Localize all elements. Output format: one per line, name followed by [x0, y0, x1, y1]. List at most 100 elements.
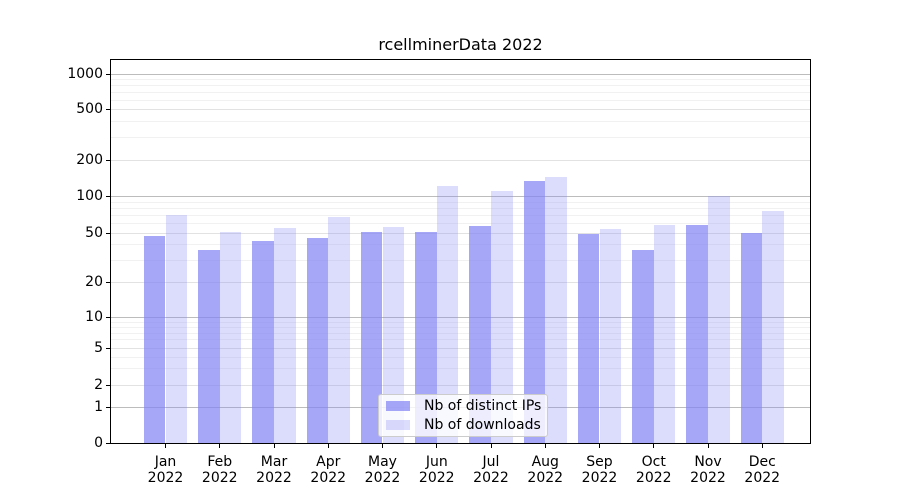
y-tick-mark: [106, 347, 110, 349]
x-tick-label-jun: Jun 2022: [405, 454, 469, 486]
x-tick-label-may: May 2022: [351, 454, 415, 486]
minor-gridline: [111, 244, 810, 246]
y-tick-mark: [106, 281, 110, 283]
bar-downloads-jun: [436, 186, 459, 443]
x-tick-label-aug: Aug 2022: [513, 454, 577, 486]
legend-item-distinct-ips: Nb of distinct IPs: [386, 398, 541, 414]
bar-downloads-aug: [545, 177, 567, 443]
bar-distinct-ips-feb: [198, 250, 220, 443]
x-tick-label-year: 2022: [473, 470, 509, 486]
x-tick-label-month: Sep: [586, 454, 613, 470]
bar-downloads-mar: [274, 227, 296, 443]
minor-gridline: [111, 121, 810, 123]
y-tick-label-500: 500: [76, 101, 103, 117]
x-tick-label-year: 2022: [744, 470, 781, 486]
x-tick-label-year: 2022: [635, 470, 672, 486]
x-tick-mark: [436, 444, 438, 448]
minor-gridline: [111, 207, 810, 209]
x-tick-label-feb: Feb 2022: [188, 454, 252, 486]
y-tick-mark: [106, 443, 110, 444]
bar-distinct-ips-jul: [469, 225, 491, 443]
x-tick-label-year: 2022: [418, 470, 455, 486]
x-tick-mark: [544, 444, 546, 448]
x-tick-label-month: Aug: [531, 454, 559, 470]
legend-swatch-downloads: [386, 420, 410, 430]
x-tick-label-dec: Dec 2022: [730, 454, 794, 486]
minor-gridline: [111, 326, 810, 328]
y-tick-mark: [106, 317, 110, 318]
bar-downloads-apr: [328, 217, 350, 443]
y-tick-mark: [106, 196, 110, 197]
x-tick-label-year: 2022: [201, 470, 238, 486]
legend-label-downloads: Nb of downloads: [424, 417, 541, 433]
minor-gridline: [111, 356, 810, 358]
x-tick-label-year: 2022: [690, 470, 726, 486]
x-tick-label-mar: Mar 2022: [242, 454, 306, 486]
gridline-y-10: [111, 317, 810, 318]
x-tick-label-year: 2022: [256, 470, 292, 486]
x-tick-mark: [599, 444, 600, 448]
x-tick-label-month: Jun: [425, 454, 448, 470]
x-tick-label-sep: Sep 2022: [568, 454, 632, 486]
bar-distinct-ips-nov: [686, 224, 708, 443]
x-tick-label-month: Apr: [316, 454, 341, 470]
x-tick-label-month: Jan: [154, 454, 177, 470]
legend-swatch-distinct-ips: [386, 401, 410, 411]
bar-distinct-ips-may: [360, 231, 383, 443]
bar-downloads-dec: [762, 211, 784, 443]
x-tick-mark: [219, 444, 221, 448]
y-tick-mark: [106, 109, 110, 110]
bar-distinct-ips-oct: [632, 250, 654, 443]
y-tick-mark: [106, 385, 110, 386]
bar-downloads-nov: [708, 196, 730, 443]
x-tick-label-oct: Oct 2022: [622, 454, 686, 486]
bar-downloads-jan: [165, 214, 188, 443]
legend-item-downloads: Nb of downloads: [386, 417, 541, 433]
x-tick-mark: [761, 444, 763, 448]
x-tick-label-year: 2022: [147, 470, 184, 486]
x-tick-label-jan: Jan 2022: [134, 454, 198, 486]
bar-distinct-ips-dec: [740, 232, 763, 443]
x-tick-label-nov: Nov 2022: [676, 454, 740, 486]
y-tick-label-2: 2: [94, 377, 103, 393]
gridline-y-2: [111, 385, 810, 386]
minor-gridline: [111, 79, 810, 81]
x-tick-mark: [707, 444, 709, 448]
gridline-y-100: [111, 196, 810, 197]
bar-downloads-sep: [599, 229, 622, 443]
minor-gridline: [111, 259, 810, 261]
x-tick-mark: [273, 444, 275, 448]
bar-downloads-feb: [219, 231, 242, 443]
x-tick-label-month: Oct: [641, 454, 666, 470]
x-tick-label-month: May: [368, 454, 397, 470]
bar-distinct-ips-aug: [523, 181, 546, 443]
minor-gridline: [111, 99, 810, 101]
minor-gridline: [111, 321, 810, 323]
gridline-y-50: [111, 232, 810, 234]
x-tick-mark: [165, 444, 166, 448]
y-tick-label-0: 0: [94, 435, 103, 451]
y-tick-mark: [106, 232, 110, 234]
y-tick-label-1: 1: [94, 398, 103, 415]
bar-distinct-ips-mar: [252, 240, 274, 443]
y-tick-label-100: 100: [76, 188, 103, 204]
gridline-y-200: [111, 160, 810, 161]
minor-gridline: [111, 222, 810, 224]
bar-distinct-ips-jan: [143, 235, 166, 443]
bar-downloads-may: [382, 226, 405, 443]
bar-downloads-oct: [653, 224, 676, 443]
gridline-y-500: [111, 109, 810, 110]
x-tick-label-year: 2022: [310, 470, 347, 486]
x-tick-mark: [382, 444, 383, 448]
gridline-y-5: [111, 347, 810, 349]
bar-distinct-ips-sep: [577, 233, 600, 443]
y-tick-label-5: 5: [94, 339, 103, 356]
y-tick-mark: [106, 74, 110, 75]
x-tick-label-month: Mar: [260, 454, 288, 470]
legend: Nb of distinct IPs Nb of downloads: [378, 394, 548, 437]
y-tick-label-200: 200: [76, 152, 103, 168]
x-tick-mark: [490, 444, 492, 448]
y-tick-label-20: 20: [85, 273, 103, 290]
x-tick-label-year: 2022: [581, 470, 618, 486]
